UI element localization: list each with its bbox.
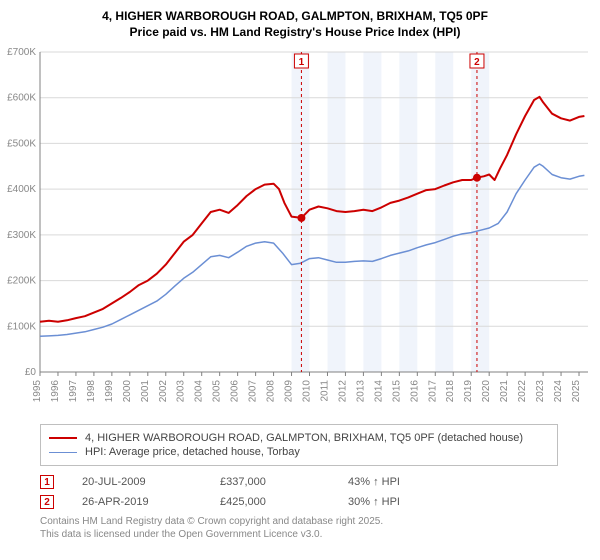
svg-text:£700K: £700K bbox=[7, 47, 36, 58]
svg-text:2021: 2021 bbox=[499, 380, 510, 403]
svg-text:1: 1 bbox=[299, 57, 305, 68]
sale-row: 2 26-APR-2019 £425,000 30% ↑ HPI bbox=[40, 492, 590, 512]
svg-text:2011: 2011 bbox=[319, 380, 330, 402]
svg-text:2013: 2013 bbox=[355, 380, 366, 403]
svg-text:2023: 2023 bbox=[535, 380, 546, 403]
sale-date: 20-JUL-2009 bbox=[82, 476, 192, 488]
svg-text:2012: 2012 bbox=[337, 380, 348, 403]
sale-pct: 43% ↑ HPI bbox=[348, 476, 458, 488]
footer-line-2: This data is licensed under the Open Gov… bbox=[40, 529, 590, 542]
legend-item: 4, HIGHER WARBOROUGH ROAD, GALMPTON, BRI… bbox=[49, 431, 549, 445]
chart-svg: £0 £100K £200K £300K £400K £500K £600K £700K 199… bbox=[0, 46, 592, 416]
legend-item: HPI: Average price, detached house, Torb… bbox=[49, 445, 549, 459]
sale-pct: 30% ↑ HPI bbox=[348, 496, 458, 508]
svg-text:1996: 1996 bbox=[50, 380, 61, 403]
svg-text:1995: 1995 bbox=[32, 380, 43, 403]
svg-text:2006: 2006 bbox=[230, 380, 241, 403]
svg-text:2004: 2004 bbox=[194, 380, 205, 403]
svg-text:£500K: £500K bbox=[7, 139, 36, 150]
svg-text:2020: 2020 bbox=[481, 380, 492, 403]
svg-text:2000: 2000 bbox=[122, 380, 133, 403]
sale-date: 26-APR-2019 bbox=[82, 496, 192, 508]
legend-label: HPI: Average price, detached house, Torb… bbox=[85, 446, 300, 458]
legend-label: 4, HIGHER WARBOROUGH ROAD, GALMPTON, BRI… bbox=[85, 432, 523, 444]
svg-text:2010: 2010 bbox=[302, 380, 313, 403]
sale-price: £425,000 bbox=[220, 496, 320, 508]
svg-text:£600K: £600K bbox=[7, 93, 36, 104]
svg-text:1999: 1999 bbox=[104, 380, 115, 403]
sale-row: 1 20-JUL-2009 £337,000 43% ↑ HPI bbox=[40, 472, 590, 492]
svg-text:2001: 2001 bbox=[140, 380, 151, 403]
svg-text:2024: 2024 bbox=[553, 380, 564, 403]
svg-text:1998: 1998 bbox=[86, 380, 97, 403]
svg-text:£0: £0 bbox=[25, 367, 37, 378]
svg-text:2: 2 bbox=[474, 57, 480, 68]
sale-marker-icon: 1 bbox=[40, 475, 54, 489]
sale-marker-icon: 2 bbox=[40, 495, 54, 509]
svg-text:2002: 2002 bbox=[158, 380, 169, 403]
svg-text:1997: 1997 bbox=[68, 380, 79, 403]
svg-text:2017: 2017 bbox=[427, 380, 438, 403]
svg-text:2008: 2008 bbox=[266, 380, 277, 403]
chart-container: 4, HIGHER WARBOROUGH ROAD, GALMPTON, BRI… bbox=[0, 0, 600, 545]
chart-plot: £0 £100K £200K £300K £400K £500K £600K £700K 199… bbox=[0, 46, 592, 416]
legend: 4, HIGHER WARBOROUGH ROAD, GALMPTON, BRI… bbox=[40, 424, 558, 466]
svg-text:£200K: £200K bbox=[7, 276, 36, 287]
svg-text:2007: 2007 bbox=[248, 380, 259, 403]
svg-text:2019: 2019 bbox=[463, 380, 474, 403]
svg-text:2025: 2025 bbox=[571, 380, 582, 403]
footer-line-1: Contains HM Land Registry data © Crown c… bbox=[40, 516, 590, 529]
chart-titles: 4, HIGHER WARBOROUGH ROAD, GALMPTON, BRI… bbox=[0, 8, 590, 40]
title-line-1: 4, HIGHER WARBOROUGH ROAD, GALMPTON, BRI… bbox=[0, 8, 590, 24]
sales-table: 1 20-JUL-2009 £337,000 43% ↑ HPI 2 26-AP… bbox=[40, 472, 590, 512]
svg-text:£300K: £300K bbox=[7, 230, 36, 241]
svg-text:2014: 2014 bbox=[373, 380, 384, 403]
svg-text:2009: 2009 bbox=[284, 380, 295, 403]
svg-text:£400K: £400K bbox=[7, 185, 36, 196]
svg-text:£100K: £100K bbox=[7, 322, 36, 333]
svg-text:2016: 2016 bbox=[409, 380, 420, 403]
svg-text:2005: 2005 bbox=[212, 380, 223, 403]
legend-swatch bbox=[49, 452, 77, 453]
sale-price: £337,000 bbox=[220, 476, 320, 488]
svg-text:2022: 2022 bbox=[517, 380, 528, 403]
legend-swatch bbox=[49, 437, 77, 439]
svg-text:2015: 2015 bbox=[391, 380, 402, 403]
svg-text:2003: 2003 bbox=[176, 380, 187, 403]
footer: Contains HM Land Registry data © Crown c… bbox=[40, 516, 590, 541]
title-line-2: Price paid vs. HM Land Registry's House … bbox=[0, 24, 590, 40]
svg-text:2018: 2018 bbox=[445, 380, 456, 403]
